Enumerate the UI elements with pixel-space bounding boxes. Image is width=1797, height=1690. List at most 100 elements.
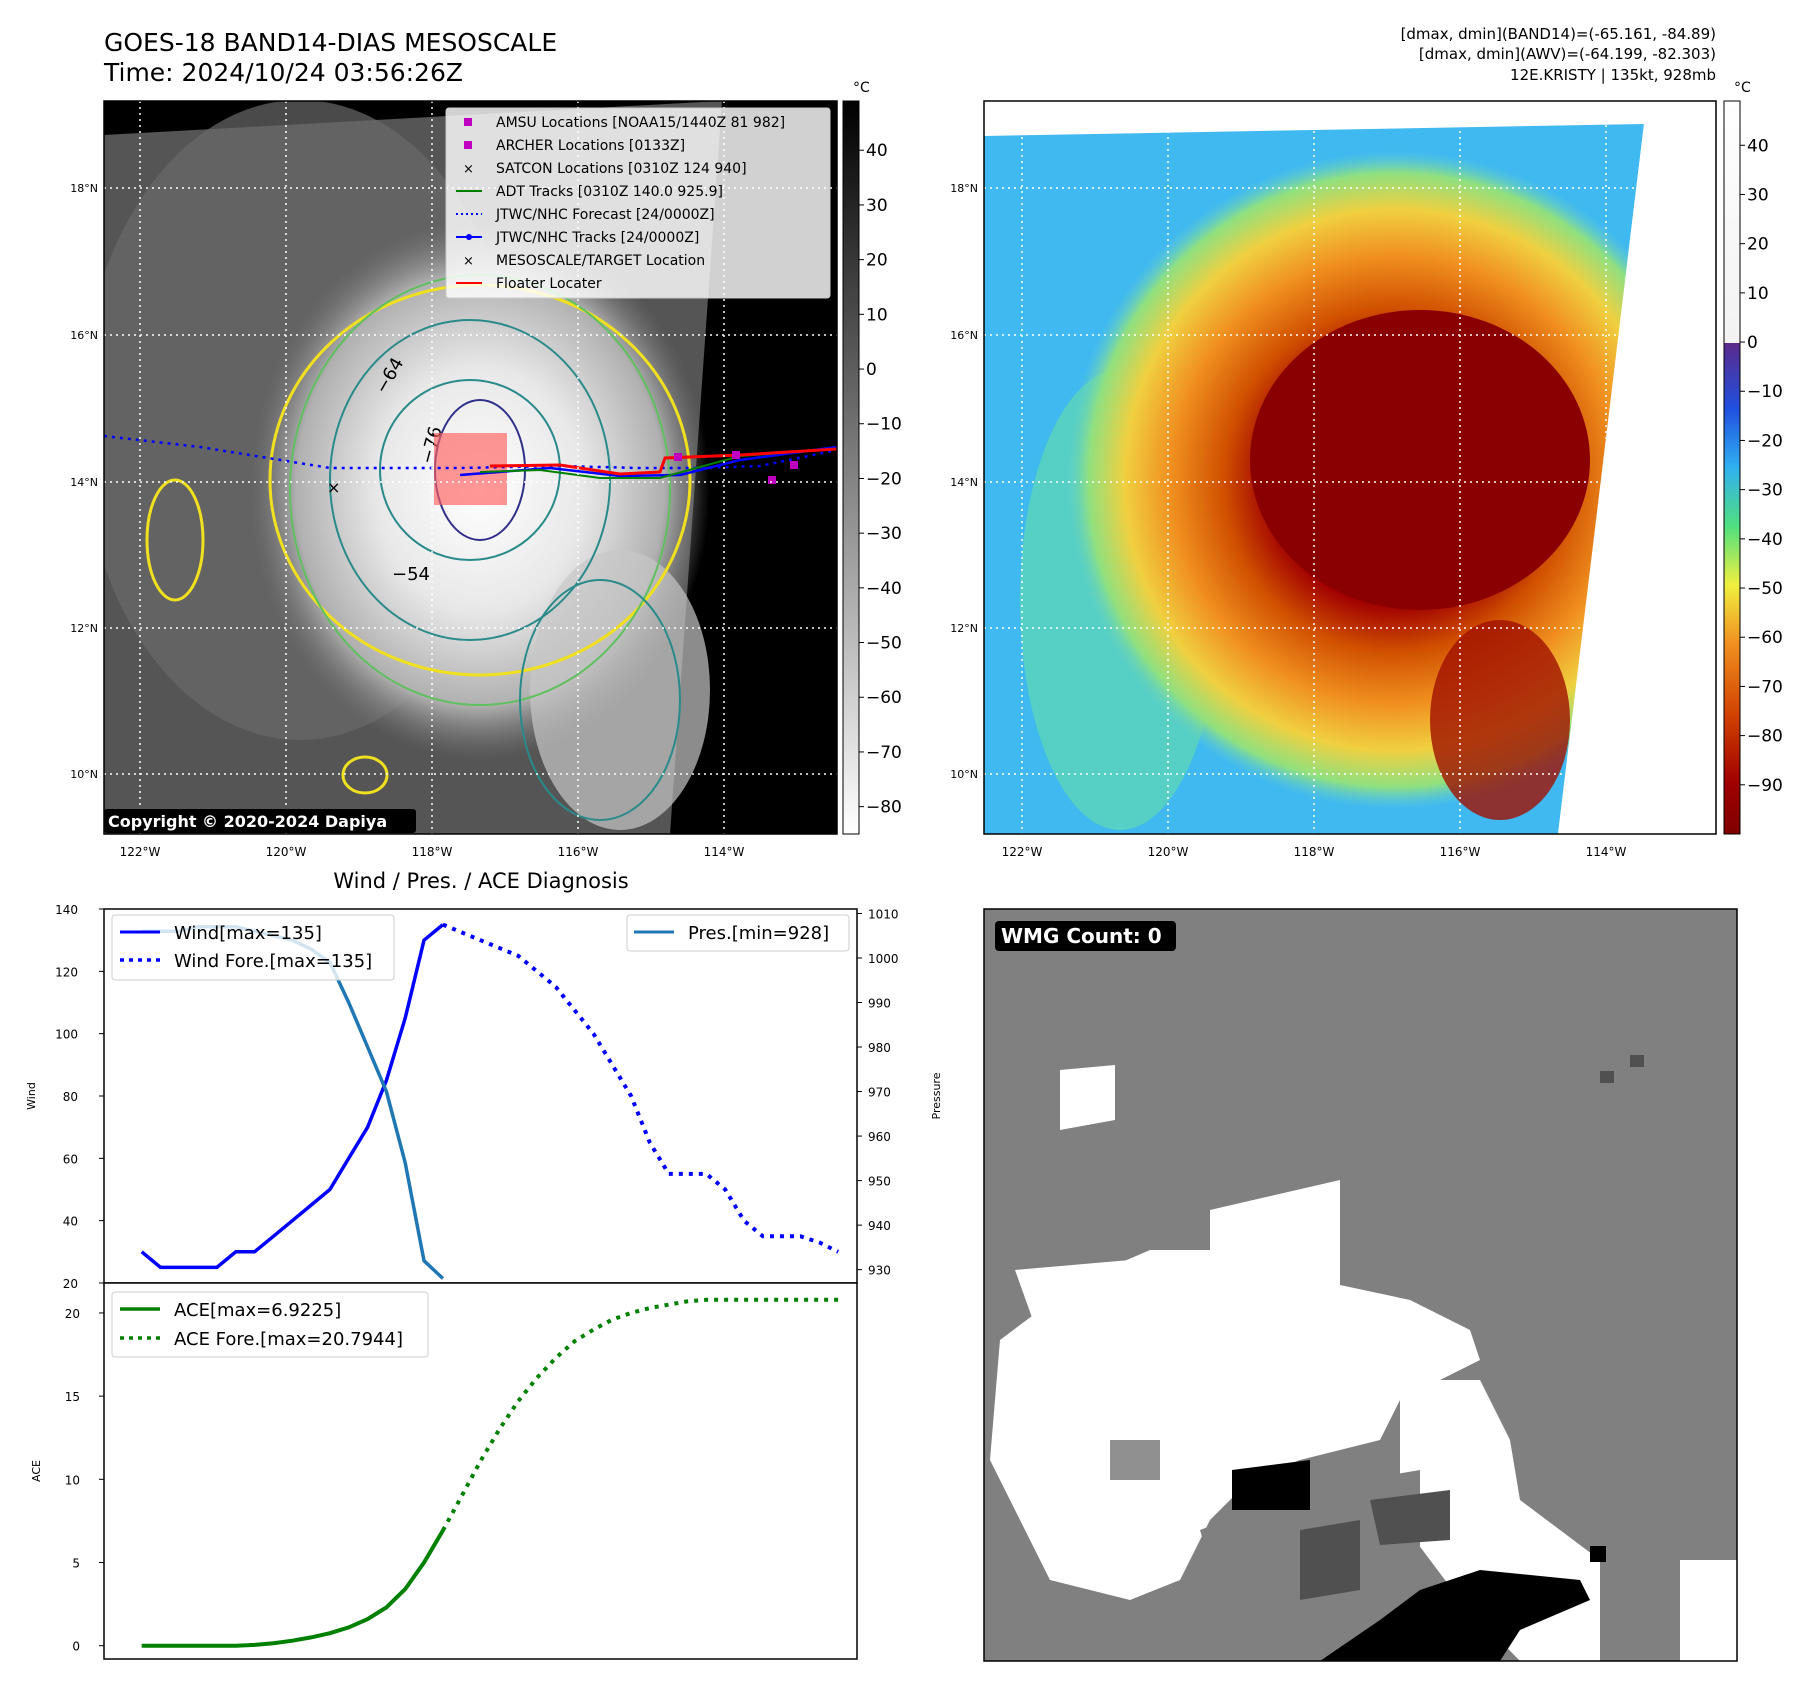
wind-tick-label: 80 <box>63 1090 78 1104</box>
awv-range: [dmax, dmin](AWV)=(-64.199, -82.303) <box>1419 45 1716 63</box>
pressure-tick-label: 950 <box>868 1175 891 1189</box>
lon-label: 120°W <box>1148 845 1189 859</box>
wind-tick-label: 140 <box>55 903 78 917</box>
wind-pressure-chart: Wind Pressure 20 40 60 80 100 120 140 930 940 95… <box>25 903 943 1291</box>
ace-tick-label: 20 <box>65 1307 80 1321</box>
right-lat-labels: 18°N 16°N 14°N 12°N 10°N <box>950 182 978 781</box>
wmg-count-badge <box>995 921 1176 951</box>
pressure-tick-label: 990 <box>868 997 891 1011</box>
ace-axis-label: ACE <box>30 1460 43 1482</box>
legend-label: Wind Fore.[max=135] <box>174 951 372 972</box>
lon-label: 122°W <box>1002 845 1043 859</box>
wmg-count-label: WMG Count: 0 <box>1001 924 1162 948</box>
lon-label: 114°W <box>704 845 745 859</box>
legend-label: ACE Fore.[max=20.7944] <box>174 1329 403 1350</box>
colorbar-tick-label: −40 <box>866 579 902 599</box>
lat-label: 12°N <box>70 622 98 635</box>
band14-range: [dmax, dmin](BAND14)=(-65.161, -84.89) <box>1401 25 1716 43</box>
left-colorbar: °C 40 30 20 10 0 −10 −20 −30 −40 −50 −60 −70 −80 <box>842 80 902 835</box>
lat-label: 16°N <box>70 329 98 342</box>
left-lat-labels: 18°N 16°N 14°N 12°N 10°N <box>70 182 98 781</box>
pressure-tick-label: 1000 <box>868 952 899 966</box>
pressure-tick-label: 970 <box>868 1086 891 1100</box>
legend-item: SATCON Locations [0310Z 124 940] <box>496 161 747 177</box>
legend-marker <box>464 141 472 149</box>
diagnosis-title: Wind / Pres. / ACE Diagnosis <box>333 869 628 893</box>
contour-label: −54 <box>392 564 430 585</box>
ace-tick-label: 15 <box>65 1390 80 1404</box>
lat-label: 16°N <box>950 329 978 342</box>
legend-label: Wind[max=135] <box>174 923 322 944</box>
colorbar-tick-label: −30 <box>866 524 902 544</box>
ace-tick-label: 10 <box>65 1473 80 1487</box>
lat-label: 18°N <box>70 182 98 195</box>
mesoscale-marker: × <box>327 478 340 497</box>
colorbar-tick-label: −40 <box>1747 530 1783 550</box>
colorbar-tick-label: −20 <box>1747 431 1783 451</box>
wind-tick-label: 100 <box>55 1028 78 1042</box>
legend-marker: × <box>463 162 474 177</box>
ace-line <box>141 1529 445 1648</box>
colorbar-tick-label: −80 <box>866 798 902 818</box>
legend-marker: × <box>463 254 474 269</box>
pressure-tick-label: 1010 <box>868 907 899 921</box>
lat-label: 18°N <box>950 182 978 195</box>
wind-line <box>140 923 445 1270</box>
colorbar-tick-label: 0 <box>866 360 877 380</box>
colorbar-tick-label: 10 <box>1747 284 1769 304</box>
right-lon-labels: 122°W 120°W 118°W 116°W 114°W <box>1002 845 1627 859</box>
legend-item: AMSU Locations [NOAA15/1440Z 81 982] <box>496 115 785 131</box>
colorbar-tick-label: −90 <box>1747 776 1783 796</box>
amsu-marker <box>674 453 682 461</box>
pressure-legend: Pres.[min=928] <box>626 914 850 952</box>
colorbar-tick-label: 40 <box>866 141 888 161</box>
archer-marker <box>790 461 798 469</box>
colorbar-tick-label: 0 <box>1747 333 1758 353</box>
copyright-text: Copyright © 2020-2024 Dapiya <box>108 812 387 831</box>
colorbar-tick-label: −70 <box>866 743 902 763</box>
lat-label: 10°N <box>70 768 98 781</box>
figure-title: GOES-18 BAND14-DIAS MESOSCALE <box>104 28 557 57</box>
pressure-tick-label: 980 <box>868 1041 891 1055</box>
wind-tick-label: 40 <box>63 1215 78 1229</box>
colorbar-tick-label: −10 <box>1747 382 1783 402</box>
archer-marker <box>768 476 776 484</box>
legend-item: ARCHER Locations [0133Z] <box>496 138 685 154</box>
lon-label: 118°W <box>1294 845 1335 859</box>
ace-legend: ACE[max=6.9225] ACE Fore.[max=20.7944] <box>111 1291 429 1358</box>
wind-tick-label: 20 <box>63 1277 78 1291</box>
right-colorbar: °C 40 30 20 10 0 −10 −20 −30 −40 −50 −60 −70 −80 −90 <box>1723 80 1783 835</box>
pressure-axis-label: Pressure <box>930 1072 943 1119</box>
colorbar-tick-label: −30 <box>1747 481 1783 501</box>
legend-item: JTWC/NHC Forecast [24/0000Z] <box>495 207 715 223</box>
colorbar-tick-label: 30 <box>1747 185 1769 205</box>
ace-tick-label: 0 <box>72 1640 80 1654</box>
colorbar-tick-label: −50 <box>1747 579 1783 599</box>
ace-forecast-line <box>441 1297 839 1532</box>
wmg-panel: WMG Count: 0 <box>983 908 1738 1662</box>
lon-label: 122°W <box>120 845 161 859</box>
ace-chart: ACE 0 5 10 15 20 ACE[max=6.9225] ACE Fore.[m… <box>30 1282 858 1660</box>
wind-legend: Wind[max=135] Wind Fore.[max=135] <box>111 914 395 981</box>
wind-tick-label: 120 <box>55 965 78 979</box>
colorbar-tick-label: −10 <box>866 415 902 435</box>
colorbar-tick-label: 40 <box>1747 136 1769 156</box>
colorbar-tick-label: −70 <box>1747 677 1783 697</box>
legend-item: JTWC/NHC Tracks [24/0000Z] <box>495 230 699 246</box>
legend-item: MESOSCALE/TARGET Location <box>496 253 705 269</box>
colorbar-tick-label: 20 <box>866 251 888 271</box>
legend-label: ACE[max=6.9225] <box>174 1300 341 1321</box>
colorbar-tick-label: −80 <box>1747 727 1783 747</box>
lon-label: 118°W <box>412 845 453 859</box>
archer-marker <box>732 451 740 459</box>
colorbar-tick-label: 10 <box>866 305 888 325</box>
lon-label: 120°W <box>266 845 307 859</box>
figure-time: Time: 2024/10/24 03:56:26Z <box>103 58 463 87</box>
lat-label: 12°N <box>950 622 978 635</box>
colorbar-tick-label: −60 <box>1747 628 1783 648</box>
lat-label: 14°N <box>950 476 978 489</box>
lat-label: 10°N <box>950 768 978 781</box>
colorbar-unit: °C <box>1734 80 1751 96</box>
left-lon-labels: 122°W 120°W 118°W 116°W 114°W <box>120 845 745 859</box>
